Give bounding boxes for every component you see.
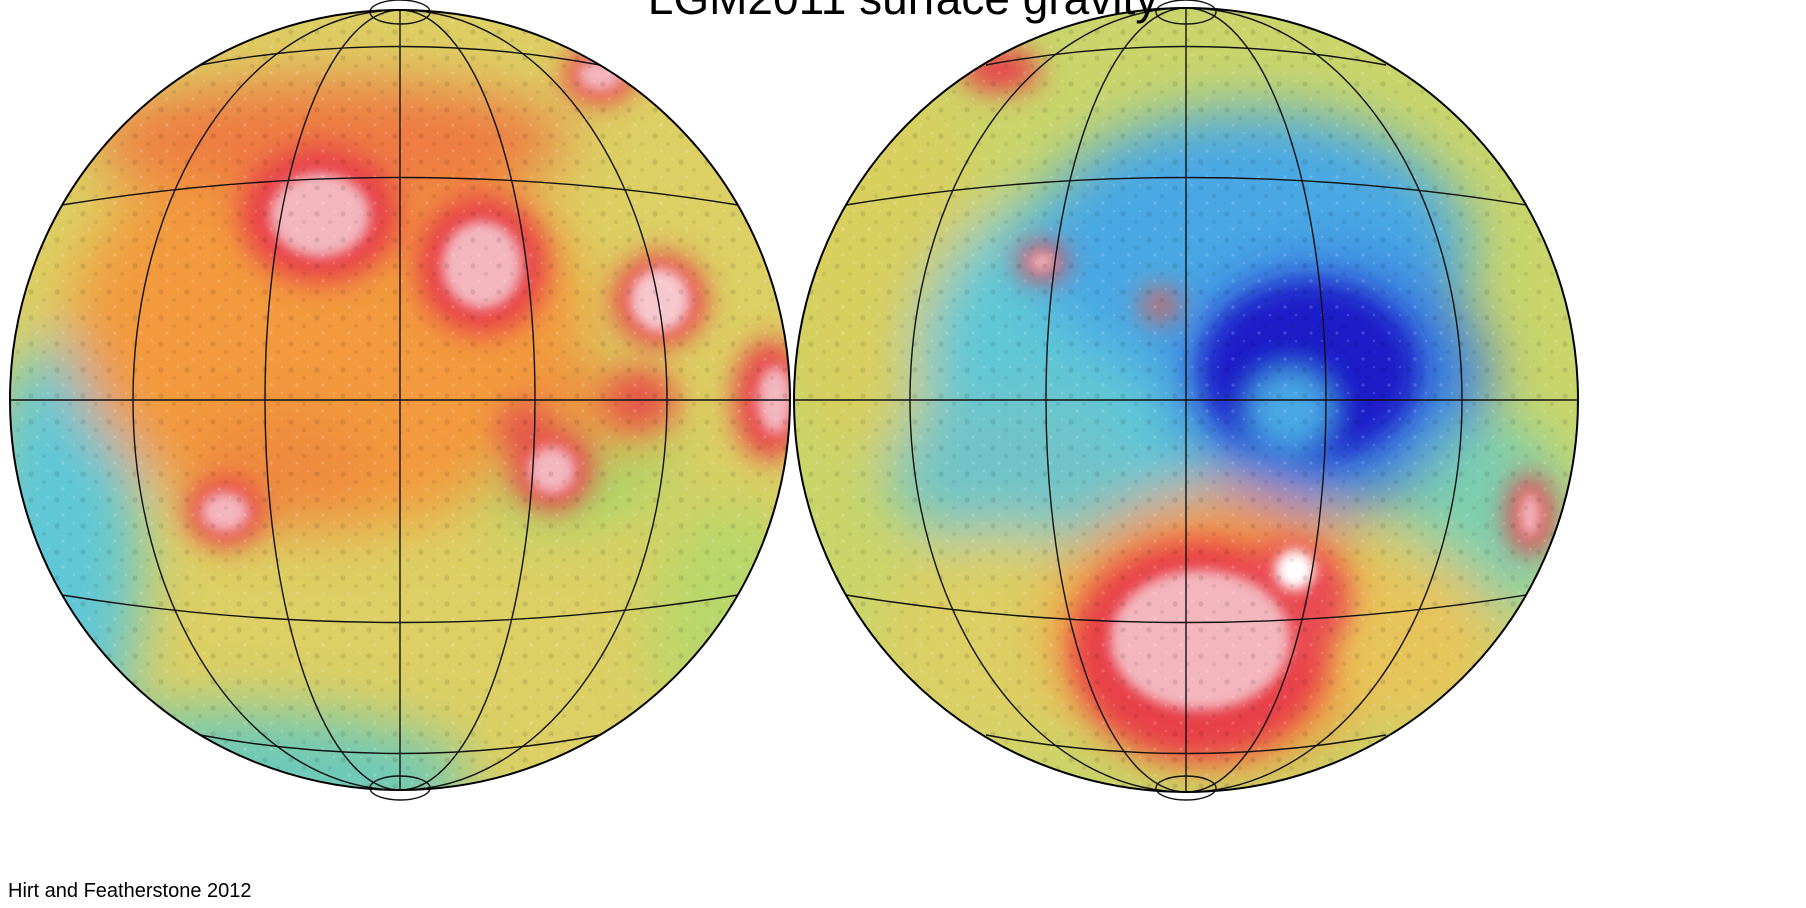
map-title: LGM2011 surface gravity [0, 0, 1806, 26]
left-limb-outline [9, 9, 791, 791]
map-credit: Hirt and Featherstone 2012 [8, 880, 252, 902]
left-hemisphere [9, 0, 791, 801]
right-hemisphere [793, 0, 1579, 801]
right-limb-outline [793, 7, 1579, 793]
left-graticule [10, 0, 790, 801]
